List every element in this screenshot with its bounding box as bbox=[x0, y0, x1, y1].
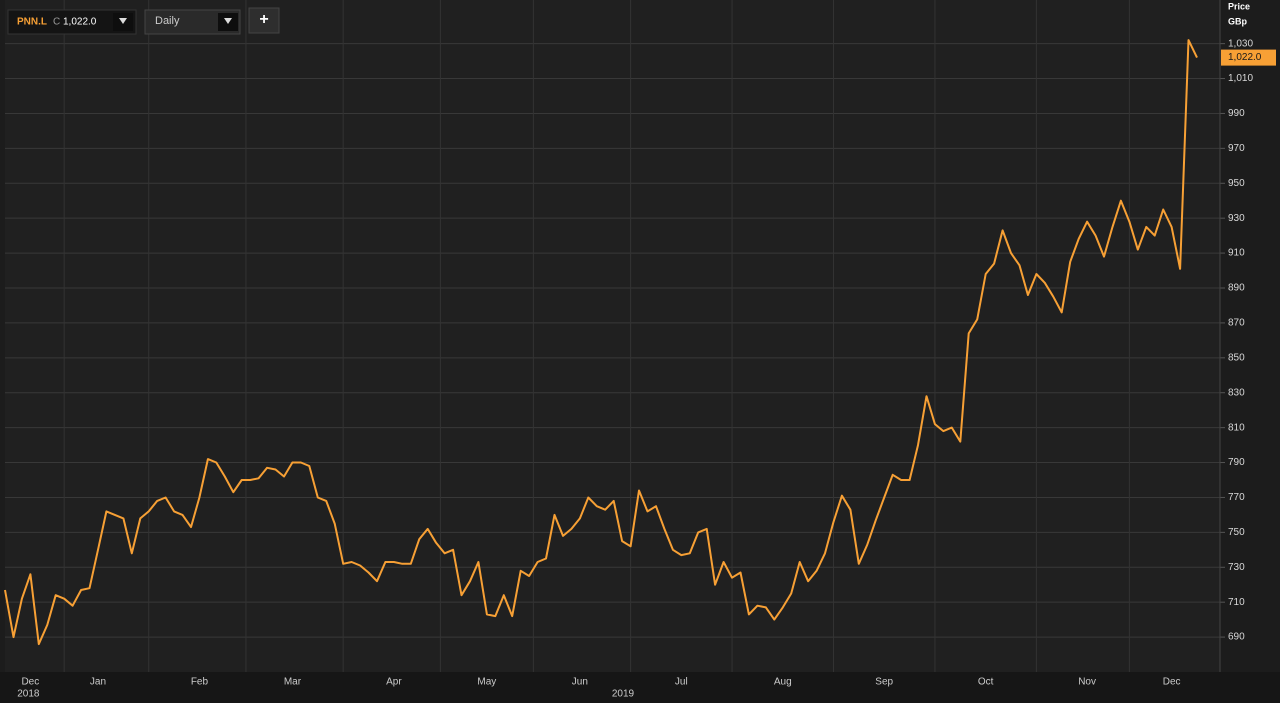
x-tick-label: Aug bbox=[774, 677, 792, 688]
last-price-box bbox=[1221, 49, 1276, 66]
y-tick-label: 870 bbox=[1228, 318, 1245, 329]
add-button[interactable] bbox=[248, 7, 280, 34]
add-icon: + bbox=[259, 11, 268, 28]
y-axis-unit: GBp bbox=[1228, 16, 1248, 26]
x-tick-label: Jun bbox=[572, 677, 588, 688]
y-axis-title: Price bbox=[1228, 1, 1250, 11]
x-tick-label: Nov bbox=[1078, 677, 1096, 688]
interval: Daily bbox=[155, 15, 180, 27]
x-tick-label: Jul bbox=[675, 677, 688, 688]
y-tick-label: 690 bbox=[1228, 632, 1245, 643]
plot bbox=[4, 39, 1198, 646]
x-tick-label: Apr bbox=[386, 677, 402, 688]
y-tick-label: 910 bbox=[1228, 248, 1245, 259]
y-tick-label: 850 bbox=[1228, 352, 1245, 363]
x-tick-label: May bbox=[477, 677, 496, 688]
x-tick-label: Feb bbox=[191, 677, 209, 688]
close-prefix: C bbox=[53, 17, 60, 28]
x-year-label: 2018 bbox=[17, 689, 40, 700]
price-line bbox=[4, 39, 1198, 646]
x-tick-label: Sep bbox=[875, 677, 893, 688]
y-tick-label: 890 bbox=[1228, 283, 1245, 294]
y-tick-label: 790 bbox=[1228, 457, 1245, 468]
y-tick-label: 770 bbox=[1228, 492, 1245, 503]
x-tick-label: Mar bbox=[284, 677, 302, 688]
y-tick-label: 970 bbox=[1228, 143, 1245, 154]
x-tick-label: Dec bbox=[21, 677, 39, 688]
plot-area bbox=[5, 0, 1220, 672]
y-tick-label: 1,010 bbox=[1228, 73, 1253, 84]
dropdown-arrow bbox=[119, 18, 127, 24]
dropdown-arrow bbox=[224, 18, 232, 24]
y-tick-label: 730 bbox=[1228, 562, 1245, 573]
x-year-label: 2019 bbox=[612, 689, 635, 700]
close-value: 1,022.0 bbox=[63, 17, 97, 28]
last-price-label: 1,022.0 bbox=[1228, 52, 1262, 63]
x-tick-label: Dec bbox=[1163, 677, 1181, 688]
symbol: PNN.L bbox=[17, 17, 47, 28]
y-tick-label: 1,030 bbox=[1228, 38, 1253, 49]
y-tick-label: 710 bbox=[1228, 597, 1245, 608]
y-tick-label: 830 bbox=[1228, 387, 1245, 398]
x-axis-area bbox=[0, 672, 1280, 703]
x-tick-label: Oct bbox=[978, 677, 994, 688]
y-tick-label: 990 bbox=[1228, 108, 1245, 119]
x-tick-label: Jan bbox=[90, 677, 106, 688]
y-tick-label: 810 bbox=[1228, 422, 1245, 433]
y-tick-label: 750 bbox=[1228, 527, 1245, 538]
y-tick-label: 930 bbox=[1228, 213, 1245, 224]
y-tick-label: 950 bbox=[1228, 178, 1245, 189]
